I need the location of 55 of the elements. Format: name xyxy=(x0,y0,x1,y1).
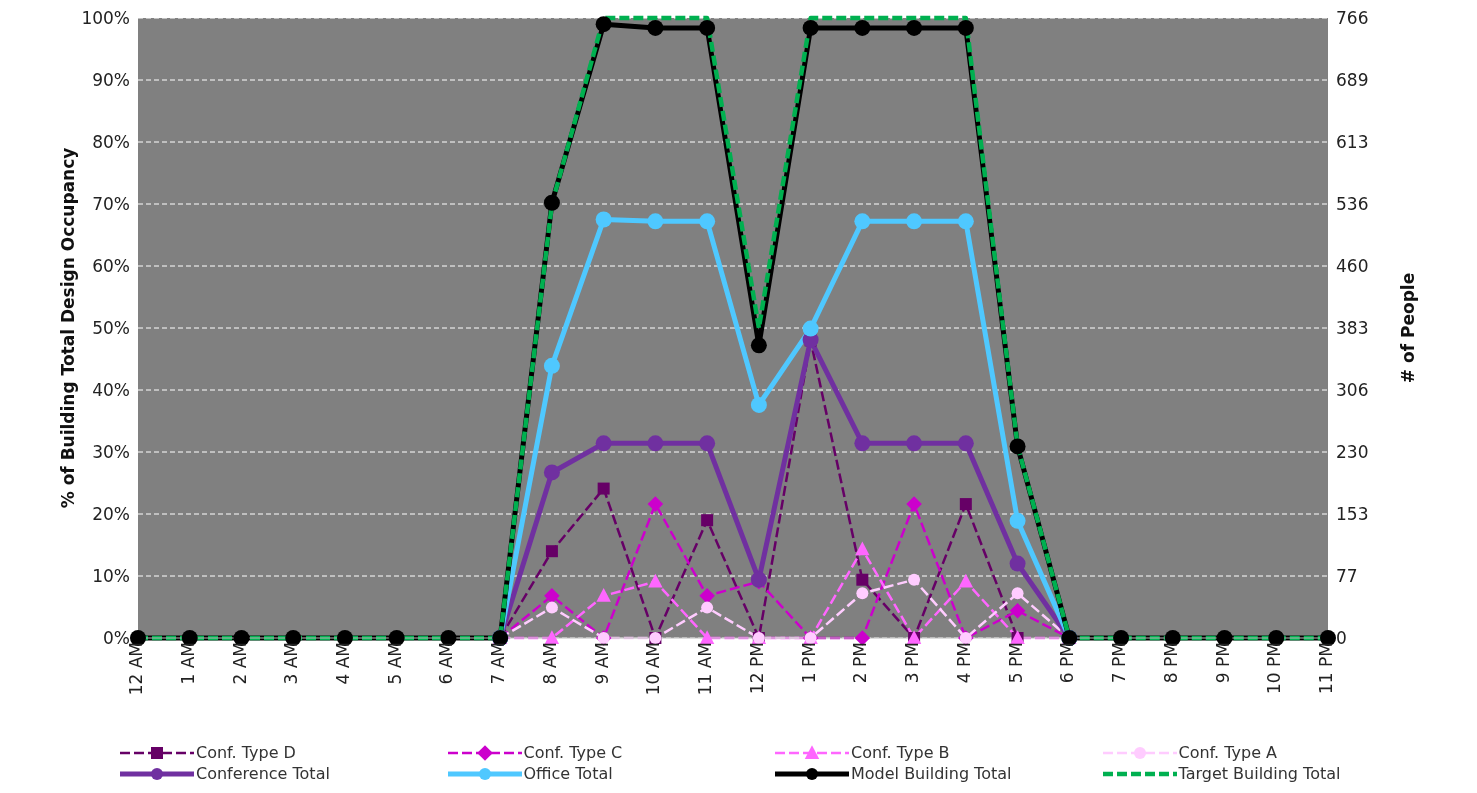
y-tick-label: 60% xyxy=(92,256,130,277)
y-tick-label: 40% xyxy=(92,380,130,401)
x-tick-label: 5 PM xyxy=(1005,642,1026,684)
legend-label: Conf. Type B xyxy=(851,743,950,762)
y-tick-label: 70% xyxy=(92,194,130,215)
y2-tick-label: 460 xyxy=(1336,255,1369,276)
x-tick-label: 10 AM xyxy=(643,642,664,696)
y-tick-label: 50% xyxy=(92,318,130,339)
legend-label: Conf. Type D xyxy=(196,743,296,762)
y2-tick-label: 0 xyxy=(1336,628,1347,649)
x-tick-label: 3 PM xyxy=(902,642,923,684)
x-tick-label: 2 AM xyxy=(229,642,250,685)
y-tick-label: 30% xyxy=(92,442,130,463)
x-tick-label: 7 PM xyxy=(1109,642,1130,684)
x-tick-label: 1 AM xyxy=(177,642,198,685)
y-tick-label: 10% xyxy=(92,566,130,587)
y2-tick-label: 613 xyxy=(1336,131,1369,152)
y2-tick-label: 383 xyxy=(1336,318,1369,339)
x-tick-label: 6 AM xyxy=(436,642,457,685)
y-axis-title: % of Building Total Design Occupancy xyxy=(58,147,79,509)
x-tick-label: 10 PM xyxy=(1264,642,1285,694)
y2-tick-label: 689 xyxy=(1336,70,1369,91)
x-tick-label: 11 PM xyxy=(1316,642,1337,694)
x-tick-label: 4 PM xyxy=(953,642,974,684)
y-tick-label: 20% xyxy=(92,504,130,525)
x-tick-label: 11 AM xyxy=(695,642,716,696)
y2-tick-label: 536 xyxy=(1336,194,1369,215)
y-tick-label: 90% xyxy=(92,70,130,91)
x-tick-label: 1 PM xyxy=(798,642,819,684)
y2-tick-label: 153 xyxy=(1336,504,1369,525)
legend-label: Target Building Total xyxy=(1178,764,1341,783)
x-tick-label: 4 AM xyxy=(333,642,354,685)
x-tick-label: 5 AM xyxy=(384,642,405,685)
legend-label: Conf. Type A xyxy=(1178,743,1278,762)
legend-label: Conference Total xyxy=(196,764,330,783)
x-tick-label: 8 AM xyxy=(539,642,560,685)
y-tick-label: 0% xyxy=(103,628,130,649)
legend-label: Model Building Total xyxy=(851,764,1012,783)
x-tick-label: 7 AM xyxy=(488,642,509,685)
y2-tick-label: 230 xyxy=(1336,441,1369,462)
legend-label: Office Total xyxy=(523,764,613,783)
legend-label: Conf. Type C xyxy=(523,743,623,762)
y-tick-label: 100% xyxy=(81,8,130,29)
y2-axis-title: # of People xyxy=(1398,272,1419,384)
x-tick-label: 9 PM xyxy=(1212,642,1233,684)
x-tick-label: 2 PM xyxy=(850,642,871,684)
y2-tick-label: 766 xyxy=(1336,8,1369,29)
x-tick-label: 3 AM xyxy=(281,642,302,685)
x-tick-label: 12 PM xyxy=(746,642,767,694)
y2-tick-label: 306 xyxy=(1336,380,1369,401)
y2-tick-label: 77 xyxy=(1336,565,1358,586)
x-tick-label: 6 PM xyxy=(1057,642,1078,684)
x-tick-label: 8 PM xyxy=(1160,642,1181,684)
y-tick-label: 80% xyxy=(92,132,130,153)
x-tick-label: 9 AM xyxy=(591,642,612,685)
